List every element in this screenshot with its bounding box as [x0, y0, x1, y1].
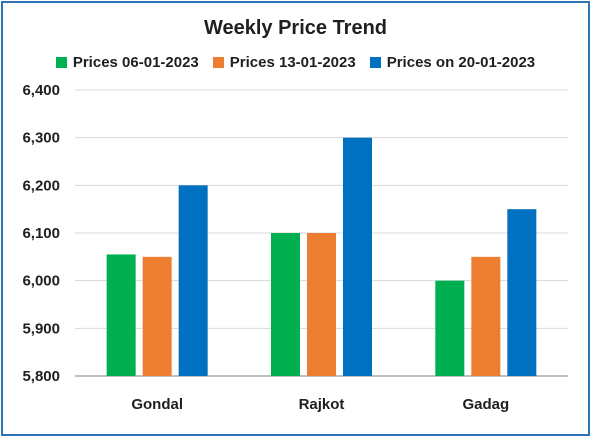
legend-label-series-1: Prices 06-01-2023 — [72, 54, 199, 71]
legend-item-series-1: Prices 06-01-2023 — [55, 54, 199, 71]
legend-item-series-2: Prices 13-01-2023 — [212, 54, 356, 71]
bar-gadag-series-1 — [435, 280, 465, 376]
bar-gondal-series-1 — [106, 254, 136, 376]
y-tick-label: 6,400 — [22, 82, 60, 99]
bar-gadag-series-3 — [507, 209, 537, 376]
y-tick-label: 5,800 — [22, 368, 60, 385]
bar-rajkot-series-3 — [343, 137, 372, 376]
legend-label-series-3: Prices on 20-01-2023 — [386, 54, 536, 71]
chart-title: Weekly Price Trend — [203, 17, 388, 39]
y-tick-label: 6,000 — [22, 273, 60, 290]
legend-swatch-series-1 — [55, 57, 67, 68]
y-tick-label: 6,200 — [22, 177, 60, 194]
y-tick-label: 5,900 — [22, 320, 60, 337]
legend-label-series-2: Prices 13-01-2023 — [229, 54, 356, 71]
x-tick-label: Gondal — [131, 396, 183, 413]
legend-swatch-series-2 — [212, 57, 224, 68]
bar-rajkot-series-2 — [307, 233, 336, 376]
y-tick-label: 6,100 — [22, 225, 60, 242]
chart-legend: Prices 06-01-2023 Prices 13-01-2023 Pric… — [3, 54, 588, 71]
bar-rajkot-series-1 — [271, 233, 300, 376]
x-tick-label: Rajkot — [299, 396, 345, 413]
y-tick-label: 6,300 — [22, 130, 60, 147]
legend-swatch-series-3 — [369, 57, 381, 68]
bar-gadag-series-2 — [471, 256, 501, 376]
bar-gondal-series-3 — [178, 185, 208, 376]
bar-gondal-series-2 — [142, 256, 172, 376]
legend-item-series-3: Prices on 20-01-2023 — [369, 54, 536, 71]
x-tick-label: Gadag — [462, 396, 509, 413]
